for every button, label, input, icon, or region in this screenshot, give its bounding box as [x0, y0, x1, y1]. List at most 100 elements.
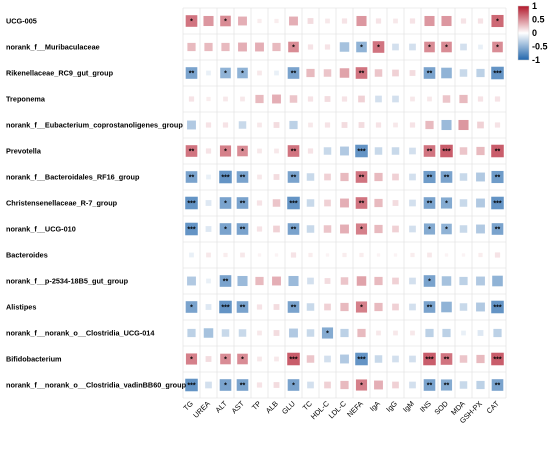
- heatmap-cell: [185, 171, 198, 183]
- column-label: HDL-C: [309, 399, 331, 421]
- heatmap-cell: [374, 276, 383, 286]
- column-label: GLU: [280, 399, 297, 416]
- heatmap-cell: [374, 224, 383, 234]
- heatmap-cell: [340, 198, 349, 208]
- column-label: INS: [418, 399, 433, 414]
- heatmap-cell: [185, 196, 198, 210]
- heatmap-cell: [203, 15, 214, 27]
- heatmap-cell: [423, 67, 436, 79]
- heatmap-cell: [339, 68, 350, 78]
- heatmap-cell: [441, 301, 452, 313]
- column-label: AST: [230, 399, 247, 416]
- heatmap-cell: [306, 68, 315, 78]
- heatmap-cell: [341, 122, 348, 128]
- significance-marker: *: [360, 45, 363, 52]
- heatmap-cell: [392, 95, 399, 103]
- heatmap-cell: [340, 328, 349, 338]
- significance-marker: *: [496, 45, 499, 52]
- heatmap-cell: [205, 356, 212, 362]
- heatmap-cell: [240, 96, 245, 102]
- heatmap-cell: [185, 353, 198, 365]
- row-label: Treponema: [6, 95, 46, 104]
- heatmap-cells: [185, 14, 504, 392]
- heatmap-cell: [204, 42, 213, 52]
- heatmap-cell: [274, 18, 279, 24]
- significance-marker: *: [445, 45, 448, 52]
- heatmap-cell: [476, 198, 485, 208]
- significance-marker: *: [377, 45, 380, 52]
- significance-marker: ***: [187, 227, 195, 234]
- row-label: norank_f__Muribaculaceae: [6, 43, 100, 52]
- significance-marker: **: [291, 175, 297, 182]
- heatmap-cell: [460, 43, 467, 51]
- heatmap-cell: [187, 328, 196, 338]
- heatmap-cell: [341, 18, 348, 24]
- heatmap-cell: [356, 276, 367, 286]
- significance-marker: *: [496, 19, 499, 26]
- column-label: LDL-C: [327, 399, 348, 420]
- heatmap-cell: [306, 329, 315, 337]
- heatmap-cell: [206, 252, 211, 258]
- significance-marker: **: [240, 175, 246, 182]
- significance-marker: ***: [221, 305, 229, 312]
- heatmap-cell: [325, 18, 330, 24]
- heatmap-cell: [340, 302, 349, 312]
- heatmap-cell: [238, 16, 247, 26]
- heatmap-cell: [257, 18, 262, 24]
- heatmap-cell: [273, 225, 280, 233]
- heatmap-cell: [287, 352, 300, 366]
- significance-marker: **: [240, 201, 246, 208]
- heatmap-cell: [307, 381, 314, 389]
- row-label: norank_f__Bacteroidales_RF16_group: [6, 173, 140, 182]
- heatmap-cell: [476, 276, 485, 286]
- heatmap-cell: [356, 41, 367, 53]
- heatmap-cell: [459, 173, 468, 181]
- heatmap-cell: [477, 18, 484, 24]
- significance-marker: **: [495, 383, 501, 390]
- significance-marker: **: [444, 357, 450, 364]
- heatmap-cell: [374, 380, 383, 390]
- heatmap-cell: [324, 303, 331, 311]
- significance-marker: *: [224, 201, 227, 208]
- heatmap-cell: [493, 328, 502, 338]
- heatmap-cell: [441, 223, 452, 235]
- heatmap-cell: [375, 18, 382, 24]
- heatmap-cell: [185, 222, 198, 236]
- heatmap-cell: [307, 44, 314, 50]
- column-label: IgM: [401, 399, 416, 414]
- heatmap-cell: [306, 303, 315, 311]
- heatmap-cell: [205, 200, 212, 206]
- heatmap-cell: [375, 122, 382, 128]
- heatmap-cell: [219, 300, 232, 314]
- heatmap-cell: [340, 172, 349, 182]
- heatmap-cell: [306, 225, 315, 233]
- heatmap-cell: [256, 200, 263, 206]
- heatmap-cell: [423, 145, 436, 157]
- heatmap-cell: [203, 328, 214, 338]
- significance-marker: **: [240, 227, 246, 234]
- heatmap-cell: [409, 277, 416, 285]
- heatmap-cell: [442, 95, 451, 103]
- heatmap-cell: [476, 302, 485, 312]
- significance-marker: **: [189, 175, 195, 182]
- heatmap-cell: [459, 199, 468, 207]
- heatmap-cell: [441, 67, 452, 79]
- heatmap-cell: [223, 96, 228, 102]
- heatmap-cell: [257, 356, 262, 362]
- heatmap-cell: [442, 328, 451, 338]
- heatmap-cell: [459, 355, 468, 363]
- heatmap-cell: [393, 122, 398, 128]
- significance-marker: *: [241, 357, 244, 364]
- column-label: UREA: [191, 399, 212, 420]
- significance-marker: **: [240, 305, 246, 312]
- heatmap-cell: [324, 122, 331, 128]
- heatmap-cell: [257, 148, 262, 154]
- heatmap-cell: [494, 96, 501, 102]
- heatmap-cell: [237, 67, 248, 79]
- heatmap-cell: [257, 70, 262, 76]
- row-label: Alistipes: [6, 303, 36, 312]
- heatmap-cell: [287, 223, 300, 235]
- heatmap-cell: [410, 252, 415, 258]
- heatmap-cell: [205, 122, 212, 128]
